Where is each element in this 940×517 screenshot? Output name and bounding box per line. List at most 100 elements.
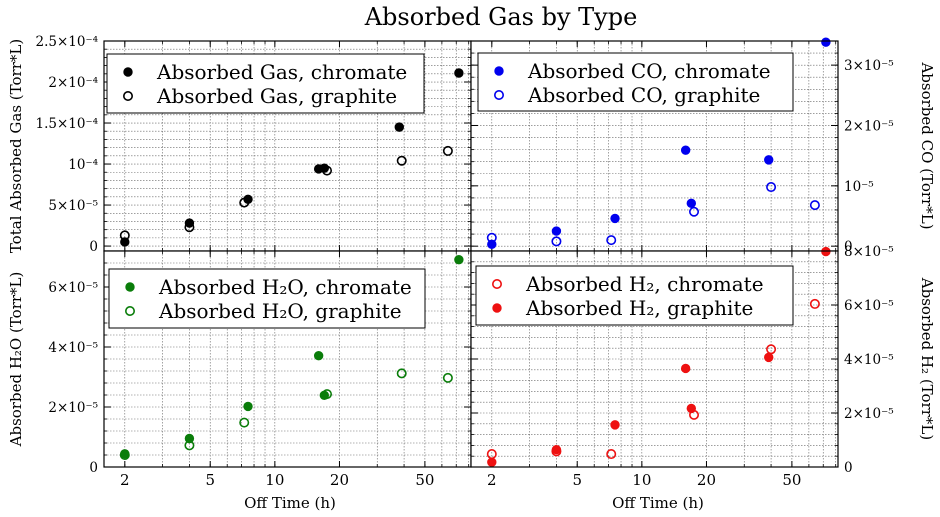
data-point-0	[610, 213, 620, 224]
legend-marker	[493, 90, 504, 101]
data-point-1	[442, 145, 453, 156]
data-point-1	[442, 372, 453, 383]
axes-frame	[470, 250, 839, 468]
y-tick-label: 0	[89, 460, 98, 476]
y-tick-label: 8×10⁻⁵	[844, 244, 894, 260]
x-tick-label: 20	[330, 471, 349, 489]
data-point-1	[766, 182, 777, 193]
y-tick-label: 4×10⁻⁵	[48, 340, 98, 356]
data-point-0	[394, 122, 404, 132]
x-tick-label: 50	[782, 471, 801, 489]
data-point-0	[486, 449, 497, 460]
x-tick-label: 5	[205, 471, 215, 489]
y-tick-label: 2.5×10⁻⁴	[36, 34, 99, 50]
data-point-1	[689, 206, 700, 217]
data-point-1	[764, 352, 774, 363]
x-tick-label: 2	[120, 471, 130, 489]
y-tick-label: 10⁻⁵	[844, 179, 874, 195]
data-point-0	[313, 351, 324, 361]
data-point-1	[184, 440, 195, 451]
data-point-1	[487, 457, 497, 467]
y-axis-label: Absorbed H₂O (Torr*L)	[7, 272, 25, 448]
x-tick-label: 5	[572, 471, 582, 489]
data-point-0	[764, 155, 774, 165]
y-tick-label: 10⁻⁴	[68, 157, 98, 173]
data-point-0	[487, 239, 497, 250]
data-point-1	[396, 368, 407, 379]
panels: 0 5×10⁻⁵ 10⁻⁴ 1.5×10⁻⁴ 2×10⁻⁴ 2.5×10⁻⁴ Total A…	[7, 34, 936, 489]
legend-label: Absorbed H₂, chromate	[525, 272, 764, 296]
legend-box	[475, 265, 794, 326]
y-tick-label: 2×10⁻⁵	[844, 406, 894, 422]
y-axis-label: Total Absorbed Gas (Torr*L)	[7, 39, 25, 253]
legend-label: Absorbed Gas, chromate	[156, 60, 407, 84]
data-point-0	[606, 449, 617, 460]
data-point-1	[606, 235, 617, 246]
y-tick-label: 0	[89, 239, 98, 255]
legend-label: Absorbed CO, graphite	[527, 83, 760, 107]
data-point-0	[766, 344, 777, 355]
data-point-1	[184, 222, 195, 233]
legend-box	[106, 53, 425, 114]
data-point-1	[610, 420, 620, 430]
x-tick-label: 10	[632, 471, 651, 489]
legend-marker	[492, 303, 502, 313]
figure-title: Absorbed Gas by Type	[364, 3, 638, 31]
x-tick-label: 20	[697, 471, 716, 489]
y-tick-label: 2×10⁻⁴	[48, 75, 98, 91]
legend-box	[477, 52, 794, 112]
data-point-1	[680, 363, 691, 374]
data-point-1	[686, 403, 697, 414]
legend-marker	[125, 282, 135, 292]
y-tick-label: 2×10⁻⁵	[844, 118, 894, 134]
y-tick-label: 3×10⁻⁵	[844, 58, 894, 74]
x-tick-label: 10	[265, 471, 284, 489]
data-point-1	[809, 200, 820, 211]
legend-marker	[125, 305, 136, 316]
data-point-0	[243, 401, 253, 412]
legend-label: Absorbed H₂O, graphite	[158, 299, 402, 323]
data-point-1	[396, 155, 407, 166]
data-point-1	[239, 197, 250, 208]
legend-label: Absorbed Gas, graphite	[156, 84, 397, 108]
panel-bottom-right: 2 5 10 20 50 0 2×10⁻⁵ 4×10⁻⁵ 6×10⁻⁵ 8×10⁻⁵ Absorbe…	[470, 244, 936, 489]
y-tick-label: 0	[844, 460, 853, 476]
x-axis-label-right: Off Time (h)	[612, 494, 704, 512]
legend-label: Absorbed CO, chromate	[527, 59, 771, 83]
data-point-0	[821, 37, 831, 47]
data-point-1	[551, 236, 562, 247]
y-axis-label: Absorbed H₂ (Torr*L)	[918, 277, 936, 440]
legend-marker	[491, 278, 502, 289]
y-tick-label: 5×10⁻⁵	[48, 198, 98, 214]
legend-marker	[123, 67, 133, 77]
data-point-1	[551, 445, 562, 455]
data-point-0	[551, 226, 562, 236]
x-tick-label: 2	[487, 471, 497, 489]
x-tick-label: 50	[415, 471, 434, 489]
data-point-0	[686, 198, 697, 209]
legend-label: Absorbed H₂O, chromate	[158, 275, 412, 299]
data-point-1	[322, 389, 333, 400]
y-tick-label: 6×10⁻⁵	[48, 280, 98, 296]
panel-top-left: 0 5×10⁻⁵ 10⁻⁴ 1.5×10⁻⁴ 2×10⁻⁴ 2.5×10⁻⁴ Total A…	[7, 34, 472, 255]
data-point-1	[322, 165, 333, 176]
legend-marker	[494, 66, 504, 76]
y-tick-label: 2×10⁻⁵	[48, 400, 98, 416]
x-axis-label-left: Off Time (h)	[244, 494, 336, 512]
y-tick-label: 0	[844, 239, 853, 255]
y-tick-label: 4×10⁻⁵	[844, 352, 894, 368]
data-point-1	[119, 230, 130, 241]
y-tick-label: 6×10⁻⁵	[844, 298, 894, 314]
data-point-0	[454, 68, 464, 78]
data-point-1	[119, 449, 130, 460]
y-axis-label: Absorbed CO (Torr*L)	[918, 61, 936, 229]
data-point-1	[239, 417, 250, 428]
data-point-1	[486, 232, 497, 243]
data-point-0	[809, 298, 820, 309]
data-point-0	[454, 255, 464, 265]
legend-box	[108, 268, 426, 329]
legend-marker	[123, 91, 134, 102]
data-point-0	[680, 145, 691, 155]
panel-bottom-left: 2 5 10 20 50 0 2×10⁻⁵ 4×10⁻⁵ 6×10⁻⁵ Absorbed H₂O …	[7, 250, 472, 489]
